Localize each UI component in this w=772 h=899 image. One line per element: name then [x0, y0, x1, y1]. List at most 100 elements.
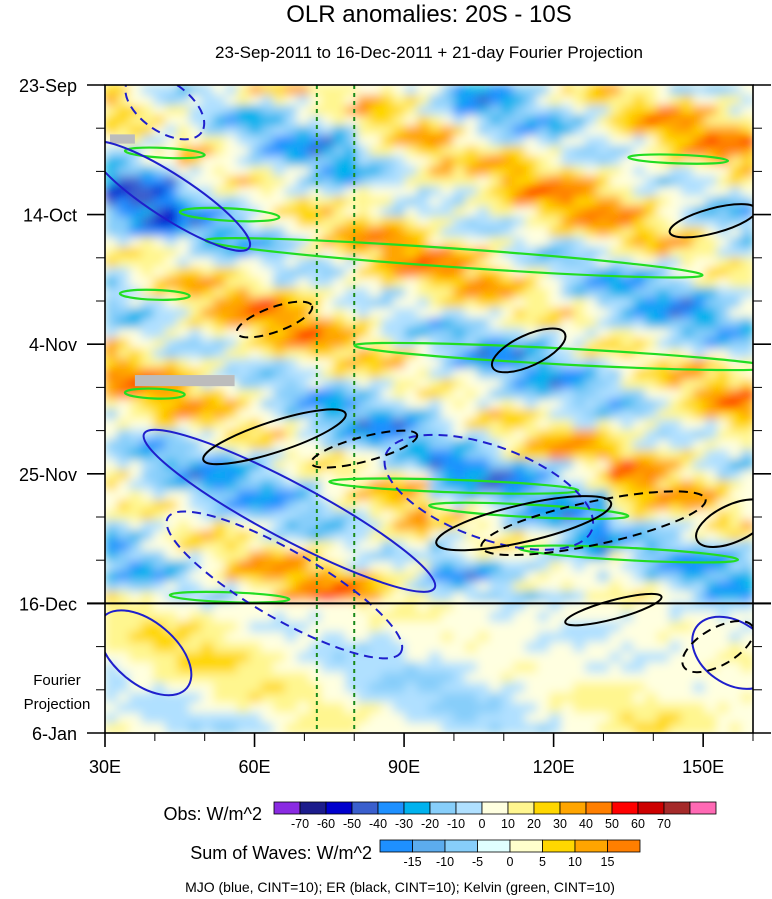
- anomaly-cell: [501, 611, 514, 623]
- anomaly-cell: [225, 500, 238, 511]
- anomaly-cell: [501, 348, 514, 360]
- anomaly-cell: [249, 287, 262, 299]
- anomaly-cell: [141, 530, 154, 542]
- anomaly-cell: [441, 419, 454, 430]
- anomaly-cell: [525, 712, 538, 724]
- anomaly-cell: [177, 115, 190, 127]
- anomaly-cell: [417, 571, 430, 582]
- colorbar-swatch: [481, 801, 509, 815]
- x-tick-label: 90E: [388, 757, 420, 777]
- anomaly-cell: [405, 540, 418, 552]
- anomaly-cell: [429, 277, 442, 289]
- anomaly-cell: [285, 216, 298, 228]
- anomaly-cell: [585, 105, 598, 117]
- anomaly-cell: [429, 702, 442, 714]
- anomaly-cell: [609, 176, 622, 187]
- anomaly-cell: [345, 287, 358, 299]
- anomaly-cell: [585, 216, 598, 228]
- anomaly-cell: [249, 85, 262, 96]
- anomaly-cell: [381, 712, 394, 724]
- anomaly-cell: [321, 560, 334, 572]
- anomaly-cell: [717, 368, 730, 380]
- anomaly-cell: [225, 530, 238, 542]
- anomaly-cell: [453, 236, 466, 248]
- anomaly-cell: [405, 449, 418, 461]
- anomaly-cell: [249, 459, 262, 471]
- anomaly-cell: [453, 307, 466, 319]
- anomaly-cell: [645, 135, 658, 147]
- anomaly-cell: [429, 196, 442, 208]
- anomaly-cell: [381, 358, 394, 370]
- colorbar-swatch: [533, 801, 561, 815]
- anomaly-cell: [501, 297, 514, 309]
- anomaly-cell: [321, 510, 334, 522]
- anomaly-cell: [141, 297, 154, 309]
- anomaly-cell: [129, 317, 142, 329]
- anomaly-cell: [297, 287, 310, 299]
- anomaly-cell: [105, 155, 118, 167]
- anomaly-cell: [381, 267, 394, 279]
- anomaly-cell: [117, 621, 130, 633]
- anomaly-cell: [177, 591, 190, 603]
- anomaly-cell: [261, 216, 274, 228]
- anomaly-cell: [249, 257, 262, 268]
- anomaly-cell: [453, 439, 466, 451]
- y-tick-label: 23-Sep: [19, 76, 77, 96]
- anomaly-cell: [417, 155, 430, 167]
- anomaly-cell: [609, 388, 622, 400]
- anomaly-cell: [501, 581, 514, 592]
- anomaly-cell: [561, 652, 574, 663]
- anomaly-cell: [249, 125, 262, 137]
- anomaly-cell: [465, 560, 478, 572]
- anomaly-cell: [669, 560, 682, 572]
- anomaly-cell: [213, 338, 226, 349]
- anomaly-cell: [405, 206, 418, 218]
- anomaly-cell: [273, 398, 286, 410]
- anomaly-cell: [225, 338, 238, 349]
- anomaly-cell: [585, 722, 598, 733]
- anomaly-cell: [129, 712, 142, 724]
- anomaly-cell: [645, 409, 658, 420]
- anomaly-cell: [141, 115, 154, 127]
- anomaly-cell: [345, 176, 358, 187]
- anomaly-cell: [561, 520, 574, 532]
- anomaly-cell: [405, 277, 418, 289]
- anomaly-cell: [153, 692, 166, 704]
- anomaly-cell: [213, 469, 226, 481]
- anomaly-cell: [597, 560, 610, 572]
- anomaly-cell: [477, 328, 490, 339]
- anomaly-cell: [705, 216, 718, 228]
- y-tick-label: 4-Nov: [29, 335, 77, 355]
- anomaly-cell: [333, 297, 346, 309]
- anomaly-cell: [489, 317, 502, 329]
- anomaly-cell: [573, 307, 586, 319]
- anomaly-cell: [693, 550, 706, 562]
- anomaly-cell: [297, 429, 310, 441]
- anomaly-cell: [285, 520, 298, 532]
- anomaly-cell: [105, 166, 118, 177]
- anomaly-cell: [213, 571, 226, 582]
- anomaly-cell: [213, 267, 226, 279]
- anomaly-cell: [129, 682, 142, 694]
- colorbar-swatch: [325, 801, 353, 815]
- anomaly-cell: [189, 388, 202, 400]
- anomaly-cell: [561, 105, 574, 117]
- anomaly-cell: [309, 429, 322, 441]
- anomaly-cell: [417, 206, 430, 218]
- anomaly-cell: [489, 490, 502, 501]
- anomaly-cell: [321, 135, 334, 147]
- anomaly-cell: [309, 226, 322, 238]
- anomaly-cell: [693, 722, 706, 733]
- kelvin-contour: [328, 477, 580, 495]
- colorbar-swatch: [412, 839, 446, 853]
- anomaly-cell: [309, 297, 322, 309]
- anomaly-cell: [177, 297, 190, 309]
- anomaly-cell: [585, 479, 598, 491]
- colorbar-swatch: [542, 839, 576, 853]
- anomaly-cell: [705, 439, 718, 451]
- anomaly-cell: [657, 398, 670, 410]
- anomaly-cell: [333, 550, 346, 562]
- anomaly-cell: [597, 145, 610, 157]
- anomaly-cell: [573, 155, 586, 167]
- anomaly-cell: [645, 236, 658, 248]
